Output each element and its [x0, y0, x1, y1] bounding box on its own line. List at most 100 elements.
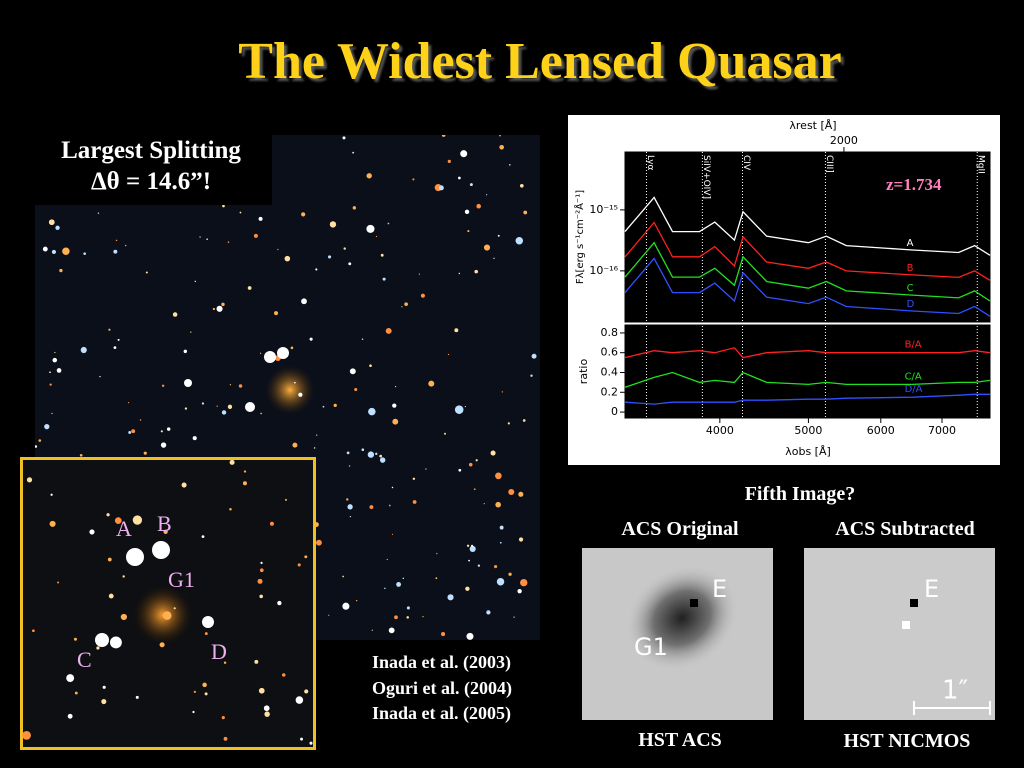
star	[74, 691, 78, 695]
citation: Inada et al. (2003)	[372, 652, 511, 672]
star	[49, 520, 56, 527]
top-tick-label: 2000	[830, 134, 858, 147]
star	[223, 736, 228, 741]
star	[382, 277, 386, 281]
star	[260, 412, 263, 415]
star	[369, 364, 372, 368]
label-g1: G1	[168, 567, 195, 592]
star	[384, 587, 386, 590]
star	[221, 302, 225, 307]
star	[124, 244, 127, 247]
series-label: C	[907, 283, 914, 294]
star	[493, 257, 495, 260]
star	[412, 477, 416, 481]
star	[391, 533, 394, 535]
mark-e: E	[924, 575, 939, 603]
star	[520, 578, 528, 587]
quasar-image	[95, 633, 109, 647]
star	[49, 371, 51, 374]
star	[438, 185, 444, 191]
star	[22, 731, 31, 740]
star	[322, 405, 325, 408]
star	[388, 504, 391, 507]
star	[106, 513, 110, 517]
star	[263, 705, 270, 712]
star	[274, 311, 279, 316]
star	[55, 225, 60, 230]
star	[404, 302, 408, 307]
star	[499, 144, 504, 150]
star	[352, 206, 357, 210]
star	[354, 388, 358, 392]
star	[284, 255, 291, 262]
series-label: B	[907, 263, 914, 274]
star	[282, 673, 286, 677]
spectrum-line	[624, 257, 991, 317]
star	[467, 230, 470, 233]
star	[375, 235, 378, 238]
star	[447, 159, 451, 164]
star	[247, 286, 252, 290]
star	[295, 696, 304, 704]
star	[447, 594, 454, 601]
star	[101, 698, 107, 705]
star	[454, 405, 464, 414]
star	[120, 613, 127, 621]
star	[66, 674, 75, 683]
star	[352, 151, 355, 154]
ratio-area	[624, 324, 991, 419]
star	[113, 249, 118, 254]
star	[387, 222, 390, 225]
star	[253, 233, 258, 238]
star	[392, 418, 399, 425]
star	[392, 403, 397, 408]
quasar-image	[152, 541, 170, 559]
star	[259, 352, 262, 355]
star	[515, 236, 524, 245]
star	[114, 517, 122, 524]
star	[132, 515, 143, 525]
star	[347, 504, 353, 510]
star	[401, 306, 403, 308]
star	[201, 535, 205, 539]
star	[342, 575, 344, 578]
star	[420, 293, 425, 298]
emission-label: Lyα	[645, 155, 655, 171]
star	[348, 262, 352, 266]
star	[50, 493, 53, 496]
star	[369, 505, 374, 510]
star	[160, 442, 167, 448]
mark-e: E	[712, 575, 727, 603]
star	[418, 273, 420, 275]
star	[394, 615, 398, 620]
splitting-box	[30, 135, 272, 205]
series-label: A	[907, 238, 914, 249]
star	[166, 427, 171, 431]
star	[460, 150, 468, 158]
star	[160, 430, 163, 433]
star	[173, 607, 176, 610]
star	[115, 239, 118, 242]
star	[388, 627, 395, 634]
star	[202, 682, 207, 688]
star	[428, 380, 435, 387]
star	[468, 559, 470, 562]
star	[499, 541, 502, 544]
star	[264, 711, 270, 717]
plot-area	[624, 151, 991, 323]
star	[380, 253, 384, 257]
image-e	[910, 599, 918, 607]
star	[97, 212, 100, 214]
citation: Inada et al. (2005)	[372, 703, 511, 723]
star	[333, 403, 337, 407]
star	[385, 327, 392, 334]
label-b: B	[157, 511, 172, 536]
star	[304, 689, 309, 694]
star	[190, 331, 192, 333]
star	[412, 178, 415, 181]
star	[73, 637, 77, 641]
star	[477, 564, 481, 567]
star	[227, 404, 233, 409]
ratio-line	[624, 371, 991, 388]
star	[216, 405, 218, 407]
